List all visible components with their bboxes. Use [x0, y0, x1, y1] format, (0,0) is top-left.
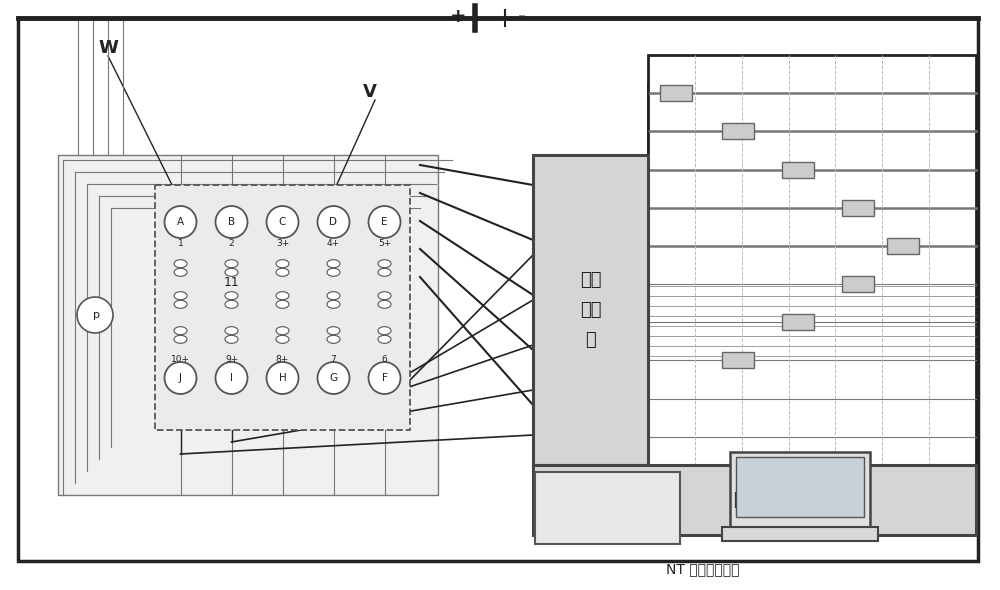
- Ellipse shape: [327, 327, 340, 335]
- Ellipse shape: [327, 260, 340, 268]
- Text: 7: 7: [331, 356, 336, 365]
- Circle shape: [77, 297, 113, 333]
- Ellipse shape: [276, 291, 289, 300]
- Ellipse shape: [225, 260, 238, 268]
- Ellipse shape: [327, 300, 340, 309]
- Text: -: -: [518, 6, 526, 25]
- Bar: [722, 352, 754, 368]
- Text: E: E: [381, 217, 388, 227]
- Text: 放大电路: 放大电路: [733, 491, 776, 509]
- Circle shape: [368, 362, 400, 394]
- Bar: [660, 85, 692, 101]
- Bar: [782, 314, 814, 330]
- Text: NT 采集仪和电脑: NT 采集仪和电脑: [666, 562, 739, 576]
- Bar: [842, 276, 874, 292]
- Bar: [887, 238, 919, 254]
- Ellipse shape: [276, 335, 289, 343]
- Ellipse shape: [174, 300, 187, 309]
- Ellipse shape: [225, 327, 238, 335]
- Ellipse shape: [327, 291, 340, 300]
- Ellipse shape: [327, 335, 340, 343]
- Bar: [722, 123, 754, 139]
- Bar: [155, 185, 410, 430]
- Text: I: I: [230, 373, 233, 383]
- Ellipse shape: [327, 268, 340, 276]
- Text: C: C: [279, 217, 286, 227]
- Circle shape: [266, 206, 298, 238]
- Ellipse shape: [378, 335, 391, 343]
- Text: W: W: [98, 39, 118, 57]
- Text: 6: 6: [382, 356, 387, 365]
- Text: 1: 1: [178, 240, 183, 248]
- Text: J: J: [179, 373, 182, 383]
- Ellipse shape: [378, 300, 391, 309]
- Bar: [648, 55, 976, 475]
- Text: A: A: [177, 217, 184, 227]
- Text: B: B: [228, 217, 235, 227]
- Circle shape: [164, 362, 196, 394]
- Text: +: +: [450, 6, 466, 25]
- Text: H: H: [279, 373, 286, 383]
- Circle shape: [164, 206, 196, 238]
- Ellipse shape: [378, 327, 391, 335]
- Bar: [58, 155, 438, 495]
- Ellipse shape: [276, 300, 289, 309]
- Ellipse shape: [174, 327, 187, 335]
- Ellipse shape: [378, 260, 391, 268]
- Text: 10+: 10+: [171, 356, 190, 365]
- Text: 2: 2: [229, 240, 234, 248]
- Circle shape: [216, 206, 248, 238]
- Ellipse shape: [174, 291, 187, 300]
- Ellipse shape: [174, 268, 187, 276]
- Circle shape: [266, 362, 298, 394]
- Bar: [533, 465, 976, 535]
- Bar: [842, 200, 874, 216]
- Text: G: G: [329, 373, 338, 383]
- Ellipse shape: [378, 291, 391, 300]
- Ellipse shape: [225, 335, 238, 343]
- Bar: [730, 452, 870, 527]
- Text: 器: 器: [585, 331, 596, 349]
- Circle shape: [368, 206, 400, 238]
- Ellipse shape: [225, 268, 238, 276]
- Text: 继电: 继电: [580, 301, 601, 319]
- Ellipse shape: [276, 327, 289, 335]
- Text: F: F: [382, 373, 387, 383]
- Text: 3+: 3+: [276, 240, 289, 248]
- Ellipse shape: [174, 335, 187, 343]
- Text: 4+: 4+: [327, 240, 340, 248]
- Ellipse shape: [276, 268, 289, 276]
- Text: 8+: 8+: [276, 356, 289, 365]
- Ellipse shape: [225, 300, 238, 309]
- Bar: [535, 472, 680, 544]
- Text: 9+: 9+: [225, 356, 238, 365]
- Bar: [736, 457, 864, 517]
- Text: 11: 11: [224, 276, 239, 289]
- Text: 开关: 开关: [580, 271, 601, 289]
- Bar: [533, 155, 648, 465]
- Circle shape: [318, 362, 350, 394]
- Ellipse shape: [276, 260, 289, 268]
- Bar: [782, 162, 814, 178]
- Text: 5+: 5+: [378, 240, 391, 248]
- Ellipse shape: [174, 260, 187, 268]
- Text: D: D: [330, 217, 338, 227]
- Bar: [722, 527, 878, 541]
- Text: p: p: [94, 310, 100, 320]
- Ellipse shape: [225, 291, 238, 300]
- Circle shape: [216, 362, 248, 394]
- Text: V: V: [363, 83, 377, 101]
- Circle shape: [318, 206, 350, 238]
- Ellipse shape: [378, 268, 391, 276]
